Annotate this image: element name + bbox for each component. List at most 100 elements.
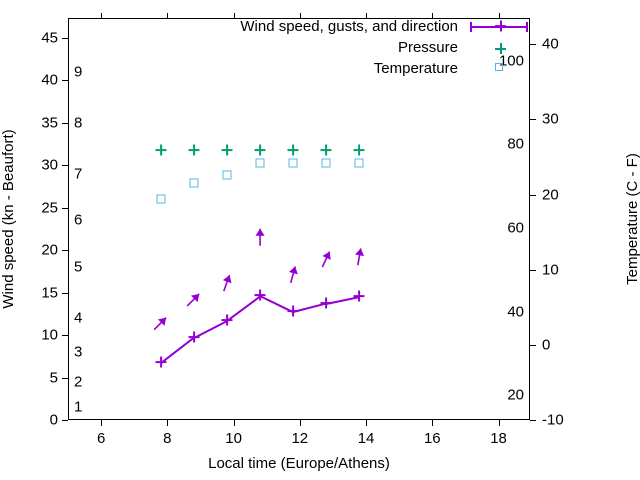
legend-item-pressure[interactable]: Pressure (225, 37, 530, 58)
temperature-marker (156, 194, 166, 204)
pressure-marker (159, 144, 162, 156)
y-tick-label-right: -10 (542, 411, 564, 429)
pressure-marker (325, 144, 328, 156)
y-tick-label-left: 15 (41, 284, 58, 302)
x-tick (432, 420, 434, 426)
x-tick-top (233, 13, 235, 19)
pressure-marker (226, 144, 228, 156)
wind-speed-marker (358, 290, 361, 302)
pressure-marker (292, 144, 295, 156)
y-tick-label-left: 35 (41, 114, 58, 132)
legend-key-wind-line (468, 16, 530, 37)
x-tick (498, 420, 500, 426)
wind-speed-marker (292, 305, 295, 317)
x-tick (101, 420, 103, 426)
legend-label-wind: Wind speed, gusts, and direction (240, 18, 458, 35)
legend-key-pressure-cross (468, 37, 530, 58)
y-tick-left (62, 335, 68, 336)
x-tick (167, 420, 169, 426)
x-tick-top (167, 13, 169, 19)
legend-label-pressure: Pressure (397, 39, 458, 56)
y-axis-right-title: Temperature (C - F) (624, 153, 640, 285)
y-tick-label-left: 40 (41, 71, 58, 89)
y-tick-right (530, 420, 536, 421)
beaufort-label: 8 (74, 114, 83, 132)
beaufort-label: 1 (74, 398, 83, 416)
legend: Wind speed, gusts, and direction Pressur… (225, 16, 530, 79)
wind-speed-marker (226, 314, 228, 326)
x-tick-label: 12 (291, 430, 309, 447)
beaufort-label: 4 (74, 309, 83, 327)
x-tick (299, 420, 301, 426)
y-tick-left (62, 165, 68, 167)
x-tick-top (366, 13, 368, 19)
y-tick-label-right: 10 (542, 261, 559, 279)
beaufort-label: 5 (74, 258, 83, 276)
y-tick-label-right: 20 (542, 186, 559, 204)
y-tick-left (62, 420, 68, 421)
plot-area (68, 18, 530, 420)
legend-item-temperature[interactable]: Temperature (225, 58, 530, 79)
x-tick-label: 10 (225, 430, 242, 447)
beaufort-label: 2 (74, 373, 83, 391)
pressure-marker (192, 144, 195, 156)
y-tick-left (62, 250, 68, 252)
y-tick-left (62, 292, 68, 294)
beaufort-label: 7 (74, 165, 83, 183)
y-tick-left (62, 80, 68, 82)
x-tick-top (101, 13, 103, 19)
pressure-marker (259, 144, 261, 156)
temperature-marker (354, 158, 364, 168)
y-tick-left (62, 377, 68, 379)
x-tick-label: 14 (357, 430, 375, 447)
x-tick-label: 6 (96, 430, 106, 447)
wind-speed-marker (259, 289, 261, 301)
temperature-marker (189, 178, 199, 188)
y-tick-right (530, 194, 536, 196)
x-tick-top (299, 13, 301, 19)
pressure-marker (358, 144, 361, 156)
x-tick-label: 18 (490, 430, 507, 447)
x-axis-title: Local time (Europe/Athens) (208, 455, 390, 472)
beaufort-label: 3 (74, 343, 83, 361)
y-tick-label-left: 25 (41, 199, 58, 217)
x-tick-label: 16 (423, 430, 441, 447)
x-tick-top (498, 13, 500, 19)
temperature-marker (321, 158, 331, 168)
fahrenheit-label: 40 (507, 303, 524, 321)
x-tick-top (432, 13, 434, 19)
y-tick-label-left: 10 (41, 326, 58, 344)
y-tick-label-left: 0 (49, 411, 58, 429)
temperature-marker (222, 170, 232, 180)
y-tick-label-left: 30 (41, 156, 58, 174)
y-tick-right (530, 119, 536, 121)
fahrenheit-label: 20 (507, 386, 524, 404)
y-tick-label-left: 45 (41, 29, 58, 47)
legend-label-temperature: Temperature (373, 60, 458, 77)
x-tick (366, 420, 368, 426)
y-tick-label-right: 0 (542, 336, 551, 354)
temperature-marker (255, 158, 265, 168)
y-tick-label-left: 20 (41, 241, 58, 259)
y-axis-left-title: Wind speed (kn - Beaufort) (0, 129, 17, 309)
legend-item-wind[interactable]: Wind speed, gusts, and direction (225, 16, 530, 37)
temperature-marker (288, 158, 298, 168)
legend-key-temperature-square (468, 58, 530, 79)
fahrenheit-label: 100 (498, 52, 524, 70)
wind-speed-marker (325, 297, 328, 309)
y-tick-label-left: 5 (49, 369, 58, 386)
wind-speed-marker (159, 356, 162, 368)
y-tick-right (530, 44, 536, 46)
y-tick-right (530, 269, 536, 271)
y-tick-left (62, 207, 68, 209)
x-tick-label: 8 (163, 430, 172, 447)
y-tick-label-right: 40 (542, 35, 559, 53)
fahrenheit-label: 80 (507, 135, 524, 153)
x-tick (233, 420, 235, 426)
beaufort-label: 6 (74, 211, 83, 229)
y-tick-left (62, 122, 68, 124)
y-tick-left (62, 37, 68, 39)
fahrenheit-label: 60 (507, 219, 524, 237)
y-tick-right (530, 344, 536, 346)
